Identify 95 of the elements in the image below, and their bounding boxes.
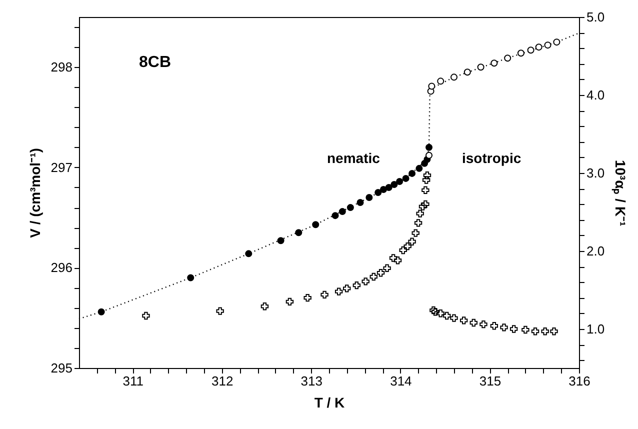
point <box>187 274 194 282</box>
point <box>522 326 530 334</box>
point <box>304 294 312 302</box>
point <box>500 324 508 332</box>
point <box>389 254 398 262</box>
point <box>402 174 410 182</box>
y2-tick-label: 2.0 <box>586 244 605 258</box>
point <box>332 212 339 220</box>
point <box>374 189 382 196</box>
point <box>245 250 252 258</box>
point <box>428 82 436 90</box>
point <box>277 237 284 244</box>
point <box>418 202 427 210</box>
point <box>216 307 224 315</box>
point <box>346 204 354 212</box>
point <box>142 312 150 320</box>
y-tick-label: 295 <box>50 360 72 376</box>
annotation: nematic <box>327 150 380 166</box>
point <box>320 290 328 299</box>
point <box>312 221 320 228</box>
y2-axis-title: 10³αₚ / K⁻¹ <box>612 160 629 226</box>
point <box>394 256 402 264</box>
y2-tick-label: 4.0 <box>586 88 605 102</box>
x-tick-label: 313 <box>300 374 322 388</box>
point <box>527 46 534 54</box>
point <box>517 50 524 57</box>
point <box>490 322 498 330</box>
y-axis-title: V / (cm³mol⁻¹) <box>26 148 43 238</box>
point <box>356 199 364 206</box>
point <box>390 180 398 188</box>
point <box>412 229 420 237</box>
point <box>544 42 552 49</box>
point <box>510 325 518 333</box>
x-tick-label: 316 <box>568 374 590 388</box>
point <box>408 238 416 246</box>
point <box>450 314 458 322</box>
point <box>470 318 478 327</box>
x-tick-label: 311 <box>122 374 144 388</box>
point <box>343 284 351 292</box>
point <box>477 64 484 71</box>
point <box>460 316 468 324</box>
point <box>380 186 387 193</box>
point <box>408 170 416 177</box>
point <box>295 229 302 236</box>
x-tick-label: 315 <box>479 374 502 388</box>
point <box>553 38 560 46</box>
y-tick-label: 298 <box>50 60 72 75</box>
x-tick-label: 314 <box>390 374 412 388</box>
point <box>464 68 471 76</box>
annotation: 8CB <box>139 54 172 71</box>
point <box>416 164 423 172</box>
point <box>385 184 392 191</box>
point <box>437 78 444 85</box>
point <box>431 308 440 316</box>
point <box>396 178 404 185</box>
y2-tick-label: 3.0 <box>586 166 605 180</box>
point <box>490 60 498 67</box>
point <box>450 74 458 81</box>
point <box>531 327 540 336</box>
point <box>426 152 432 159</box>
point <box>260 302 269 310</box>
point <box>404 242 412 250</box>
point <box>383 264 391 272</box>
point <box>422 176 430 184</box>
point <box>541 327 549 336</box>
annotation: isotropic <box>462 150 522 166</box>
point <box>535 44 542 51</box>
y2-tick-label: 5.0 <box>586 10 605 24</box>
point <box>504 54 512 62</box>
point <box>436 310 444 318</box>
point <box>362 278 370 286</box>
y2-tick-label: 1.0 <box>586 322 605 336</box>
point <box>443 312 451 320</box>
point <box>370 272 378 281</box>
point <box>376 268 385 277</box>
point <box>422 200 430 208</box>
point <box>414 219 422 227</box>
x-axis-title: T / K <box>314 394 345 410</box>
point <box>286 298 294 306</box>
point <box>550 327 558 336</box>
y-tick-label: 297 <box>50 160 72 175</box>
x-tick-label: 312 <box>212 374 234 388</box>
point <box>426 144 432 151</box>
point <box>334 288 343 296</box>
point <box>338 208 346 216</box>
y-tick-label: 296 <box>50 260 72 276</box>
point <box>366 194 373 202</box>
point <box>399 246 407 254</box>
point <box>416 210 424 218</box>
point <box>352 281 361 290</box>
point <box>430 306 438 314</box>
point <box>480 320 488 328</box>
point <box>423 171 432 180</box>
point <box>98 308 105 316</box>
point <box>422 186 430 194</box>
